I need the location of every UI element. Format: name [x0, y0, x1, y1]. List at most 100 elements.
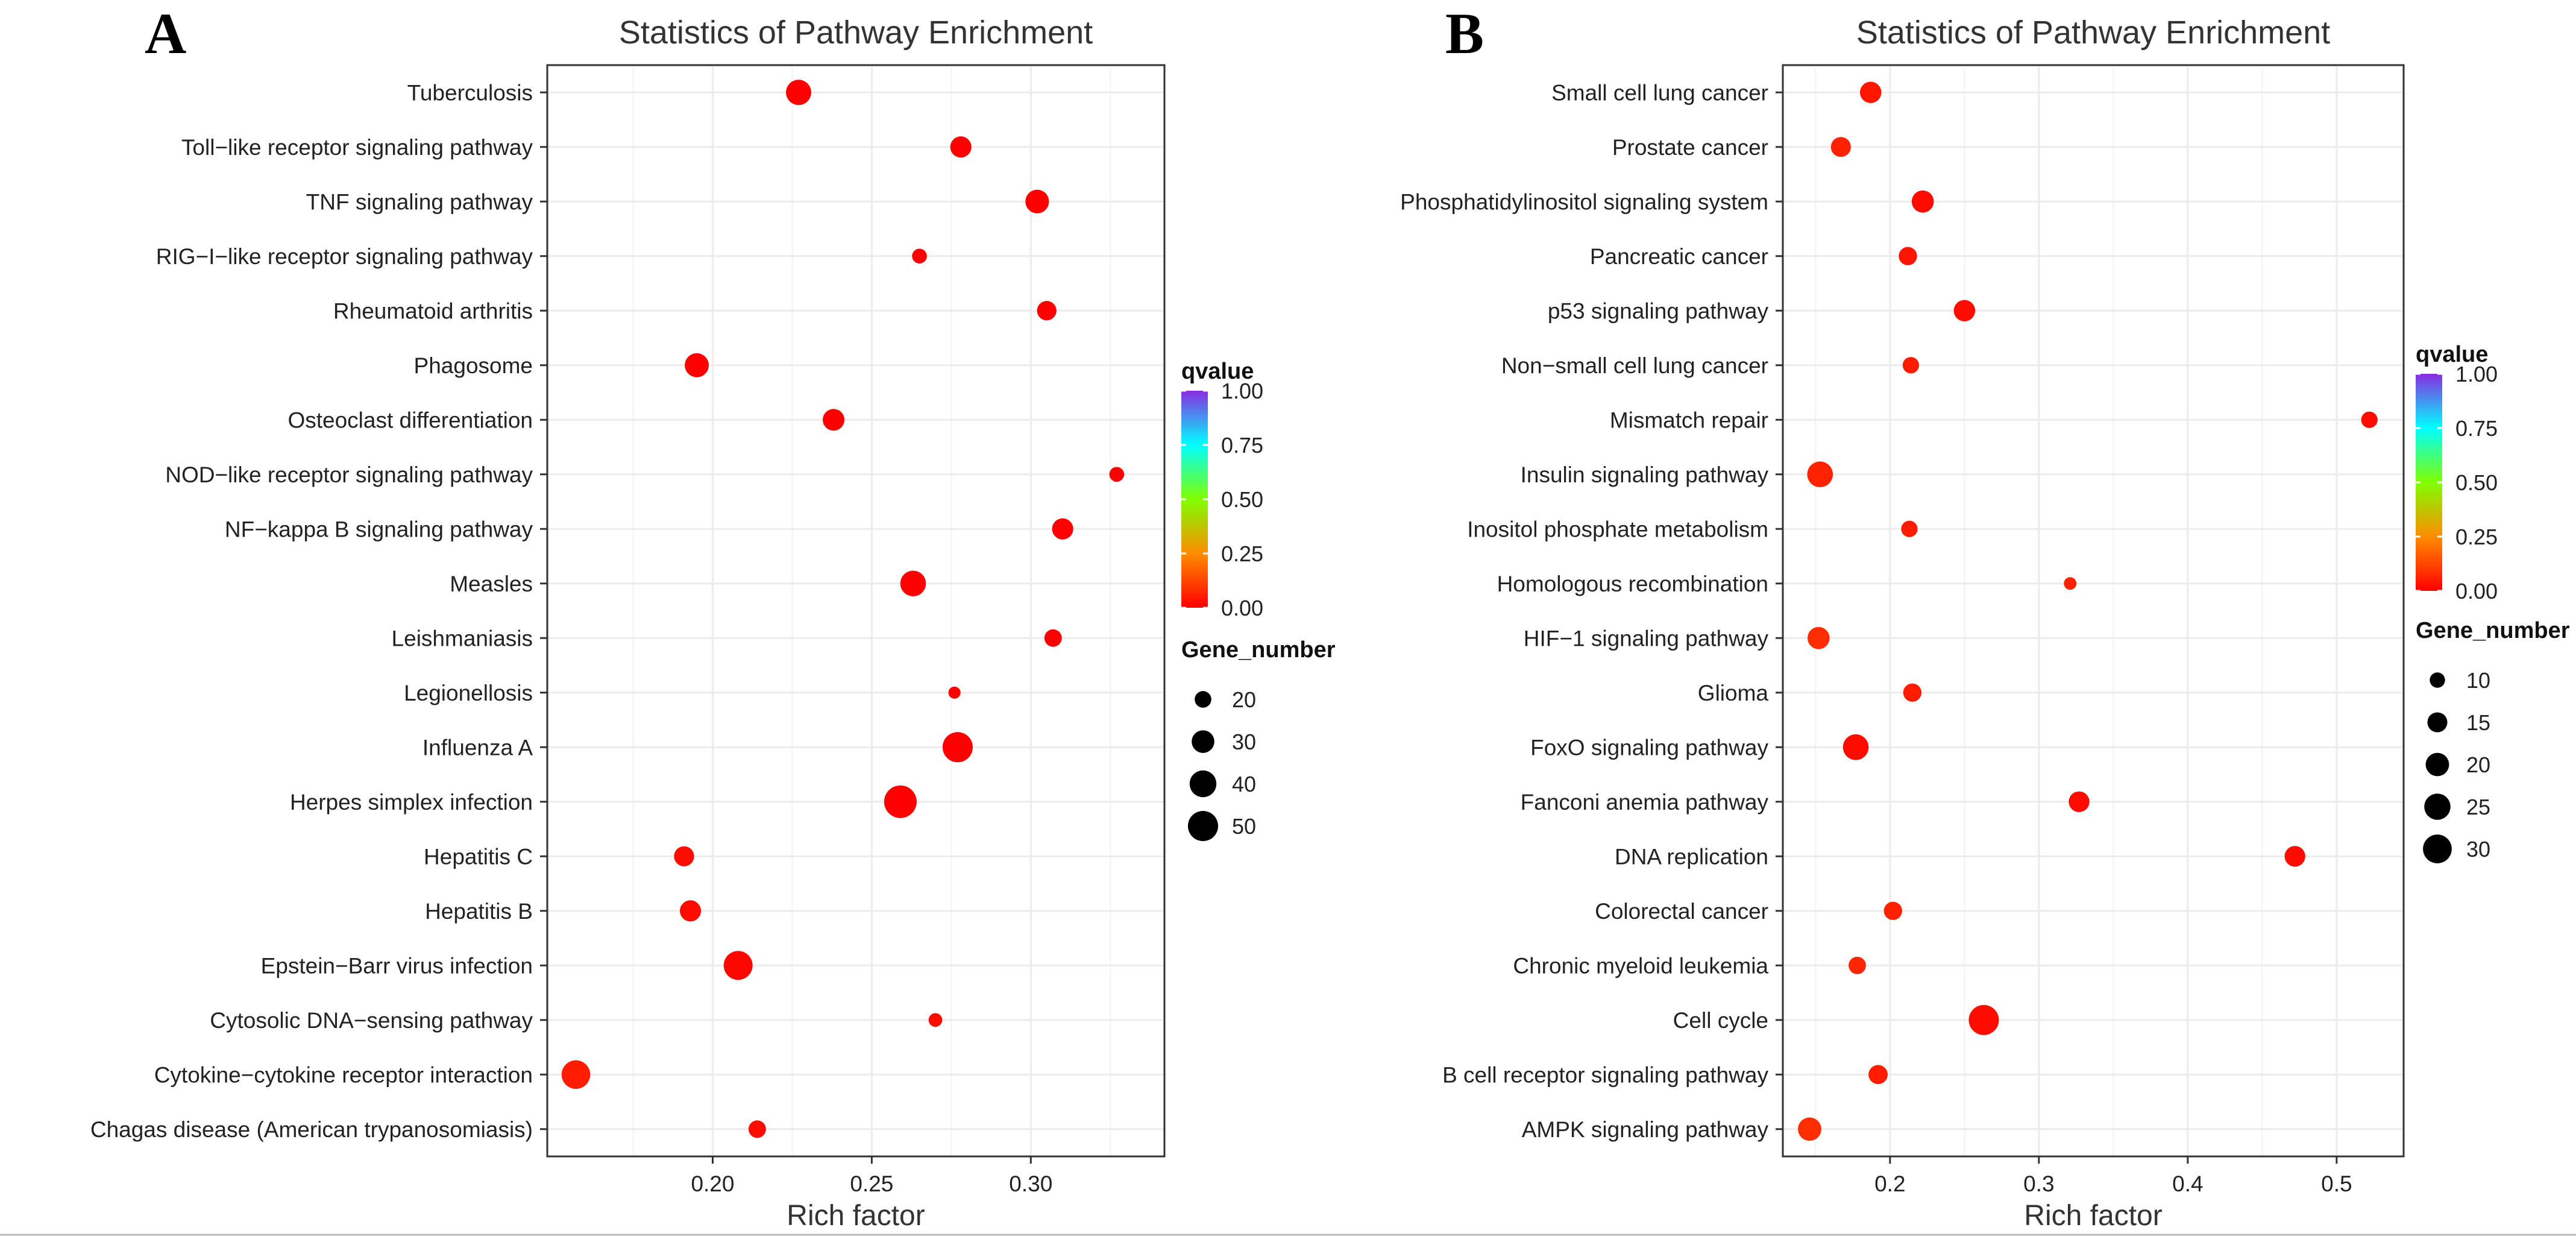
size-legend-title: Gene_number	[2416, 618, 2570, 643]
ytick-label-chronic-myeloid-leukemia: Chronic myeloid leukemia	[1513, 953, 1768, 978]
ytick-label-hepatitis-b: Hepatitis B	[425, 899, 533, 924]
xtick-label: 0.2	[1874, 1171, 1905, 1196]
point-measles	[900, 570, 926, 597]
size-legend-dot	[2423, 834, 2452, 863]
point-rheumatoid-arthritis	[1037, 301, 1057, 321]
ytick-label-glioma: Glioma	[1698, 681, 1769, 705]
ytick-label-p53-signaling-pathway: p53 signaling pathway	[1548, 298, 1769, 323]
ytick-label-cell-cycle: Cell cycle	[1673, 1008, 1768, 1033]
point-insulin-signaling-pathway	[1807, 461, 1833, 488]
colorbar-label: 0.75	[2455, 416, 2498, 441]
panel-b: B Statistics of Pathway Enrichment Small c…	[1400, 1, 2570, 1232]
ytick-label-phagosome: Phagosome	[414, 353, 533, 378]
size-legend-label: 25	[2466, 795, 2490, 819]
colorbar-label: 0.25	[2455, 525, 2498, 549]
point-non-small-cell-lung-cancer	[1902, 357, 1920, 374]
size-legend-dot	[2425, 752, 2449, 777]
point-fanconi-anemia-pathway	[2069, 791, 2090, 812]
point-osteoclast-differentiation	[823, 409, 845, 431]
ytick-label-hepatitis-c: Hepatitis C	[424, 844, 533, 869]
point-prostate-cancer	[1830, 137, 1851, 157]
ytick-label-herpes-simplex-infection: Herpes simplex infection	[290, 790, 533, 815]
point-glioma	[1903, 683, 1922, 702]
point-hepatitis-c	[674, 846, 694, 866]
point-inositol-phosphate-metabolism	[1901, 520, 1918, 537]
point-tnf-signaling-pathway	[1025, 189, 1049, 213]
point-chronic-myeloid-leukemia	[1849, 956, 1866, 974]
point-epstein-barr-virus-infection	[723, 951, 753, 980]
ytick-label-measles: Measles	[450, 572, 533, 596]
ytick-label-cytokine-cytokine-receptor-interaction: Cytokine−cytokine receptor interaction	[154, 1062, 533, 1087]
size-legend-label: 30	[2466, 837, 2490, 862]
size-legend-label: 40	[1232, 772, 1256, 796]
size-legend-dot	[1192, 730, 1214, 753]
xtick-label: 0.5	[2321, 1171, 2352, 1196]
ytick-label-rheumatoid-arthritis: Rheumatoid arthritis	[333, 298, 533, 323]
x-axis-label: Rich factor	[787, 1200, 925, 1232]
point-rig-i-like-receptor-signaling-pathway	[912, 248, 927, 264]
size-legend-dot	[1187, 810, 1219, 842]
colorbar-label: 0.00	[1221, 596, 1263, 620]
colorbar-label: 0.50	[1221, 487, 1263, 512]
ytick-label-influenza-a: Influenza A	[423, 735, 533, 760]
ytick-label-phosphatidylinositol-signaling-system: Phosphatidylinositol signaling system	[1400, 189, 1768, 214]
size-legend-dot	[2424, 793, 2451, 820]
point-cytokine-cytokine-receptor-interaction	[561, 1060, 591, 1089]
ytick-label-foxo-signaling-pathway: FoxO signaling pathway	[1530, 735, 1768, 760]
ytick-label-hif-1-signaling-pathway: HIF−1 signaling pathway	[1524, 626, 1769, 651]
point-nf-kappa-b-signaling-pathway	[1052, 518, 1073, 540]
ytick-label-leishmaniasis: Leishmaniasis	[392, 626, 533, 651]
point-leishmaniasis	[1044, 629, 1062, 647]
x-axis-label: Rich factor	[2024, 1200, 2162, 1232]
size-legend-title: Gene_number	[1181, 637, 1336, 663]
size-legend-label: 10	[2466, 668, 2490, 693]
point-p53-signaling-pathway	[1953, 300, 1976, 322]
point-chagas-disease-american-trypanosomiasis	[748, 1120, 766, 1138]
xtick-label: 0.25	[850, 1171, 893, 1196]
ytick-label-b-cell-receptor-signaling-pathway: B cell receptor signaling pathway	[1442, 1062, 1768, 1087]
ytick-label-epstein-barr-virus-infection: Epstein−Barr virus infection	[261, 953, 533, 978]
ytick-label-tuberculosis: Tuberculosis	[407, 80, 533, 105]
point-toll-like-receptor-signaling-pathway	[950, 136, 972, 158]
ytick-label-pancreatic-cancer: Pancreatic cancer	[1590, 244, 1768, 269]
point-tuberculosis	[786, 80, 811, 106]
point-b-cell-receptor-signaling-pathway	[1868, 1065, 1888, 1085]
size-legend-dot	[1195, 691, 1211, 708]
colorbar-label: 0.75	[1221, 433, 1263, 458]
size-legend-label: 20	[1232, 687, 1256, 712]
panel-letter: B	[1445, 1, 1484, 66]
plot-area	[1783, 65, 2404, 1156]
size-legend-label: 30	[1232, 730, 1256, 754]
ytick-label-nod-like-receptor-signaling-pathway: NOD−like receptor signaling pathway	[165, 462, 533, 487]
size-legend-dot	[2427, 712, 2448, 733]
point-phagosome	[685, 353, 709, 377]
point-nod-like-receptor-signaling-pathway	[1109, 467, 1125, 482]
point-hepatitis-b	[679, 900, 702, 922]
colorbar-label: 0.25	[1221, 541, 1263, 566]
ytick-label-homologous-recombination: Homologous recombination	[1497, 572, 1768, 596]
xtick-label: 0.30	[1009, 1171, 1052, 1196]
ytick-label-small-cell-lung-cancer: Small cell lung cancer	[1551, 80, 1768, 105]
size-legend-label: 15	[2466, 710, 2490, 735]
point-cell-cycle	[1968, 1004, 1999, 1035]
ytick-label-mismatch-repair: Mismatch repair	[1610, 408, 1768, 432]
size-legend-dot	[1189, 770, 1217, 798]
point-homologous-recombination	[2064, 577, 2077, 590]
xtick-label: 0.4	[2172, 1171, 2203, 1196]
color-legend-title: qvalue	[2416, 342, 2488, 367]
xtick-label: 0.3	[2023, 1171, 2054, 1196]
size-legend-label: 20	[2466, 752, 2490, 777]
panel-a: A Statistics of Pathway Enrichment Tubercu…	[90, 1, 1336, 1232]
plot-area	[547, 65, 1164, 1156]
ytick-label-rig-i-like-receptor-signaling-pathway: RIG−I−like receptor signaling pathway	[156, 244, 533, 269]
ytick-label-toll-like-receptor-signaling-pathway: Toll−like receptor signaling pathway	[181, 135, 533, 160]
size-legend-dot	[2430, 672, 2445, 688]
point-ampk-signaling-pathway	[1798, 1117, 1821, 1141]
point-foxo-signaling-pathway	[1842, 734, 1869, 760]
ytick-label-cytosolic-dna-sensing-pathway: Cytosolic DNA−sensing pathway	[210, 1008, 533, 1033]
ytick-label-chagas-disease-american-trypanosomiasis: Chagas disease (American trypanosomiasis…	[90, 1117, 533, 1142]
ytick-label-dna-replication: DNA replication	[1615, 844, 1768, 869]
point-pancreatic-cancer	[1899, 247, 1917, 265]
ytick-label-fanconi-anemia-pathway: Fanconi anemia pathway	[1521, 790, 1769, 815]
